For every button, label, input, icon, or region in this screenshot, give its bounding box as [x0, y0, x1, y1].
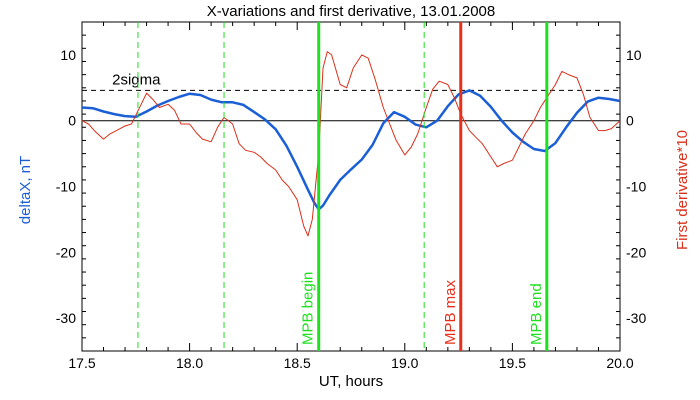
marker-label: MPB max [442, 279, 459, 345]
x-axis-label: UT, hours [319, 373, 383, 390]
x-tick-label: 20.0 [606, 355, 633, 371]
derivative-series-line [81, 51, 621, 237]
sigma-label: 2sigma [112, 71, 161, 88]
deltax-series-line [81, 89, 621, 211]
y-tick-label-left: -20 [56, 244, 76, 260]
chart-title: X-variations and first derivative, 13.01… [207, 3, 496, 20]
plot-frame [81, 21, 621, 352]
y-tick-label-right: -20 [626, 244, 646, 260]
y-axis-right-label: First derivative*10 [674, 130, 691, 250]
x-tick-label: 18.0 [176, 355, 203, 371]
y-axis-left-label: deltaX, nT [17, 156, 34, 224]
x-tick-label: 19.5 [499, 355, 526, 371]
marker-label: MPB end [528, 283, 545, 345]
reference-lines: 2sigma [82, 71, 620, 122]
y-tick-label-right: 0 [626, 113, 634, 129]
marker-lines: MPB begin MPB max MPB end [137, 22, 549, 351]
series-group [81, 51, 621, 237]
text-labels: X-variations and first derivative, 13.01… [17, 3, 691, 390]
y-tick-label-left: 0 [68, 113, 76, 129]
x-tick-label: 19.0 [391, 355, 418, 371]
y-tick-label-left: -10 [56, 179, 76, 195]
x-tick-label: 17.5 [68, 355, 95, 371]
y-tick-label-left: 10 [60, 47, 76, 63]
y-tick-label-right: 10 [626, 47, 642, 63]
y-tick-label-right: -10 [626, 179, 646, 195]
marker-label: MPB begin [300, 272, 317, 345]
x-tick-label: 18.5 [284, 355, 311, 371]
axis-ticks: 17.5 18.0 18.5 19.0 19.5 20.0 10 10 0 0 -10 -10 -20 -… [56, 21, 646, 371]
y-tick-label-left: -30 [56, 310, 76, 326]
y-tick-label-right: -30 [626, 310, 646, 326]
